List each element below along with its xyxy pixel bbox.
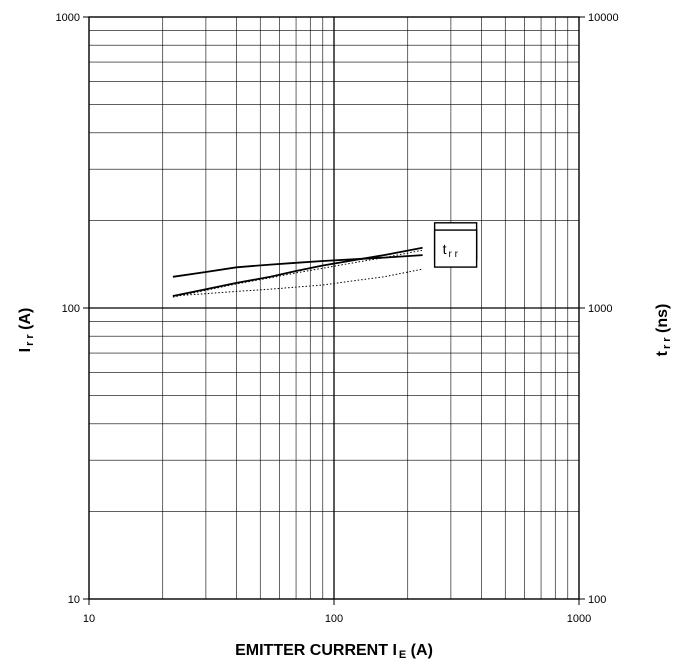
y-tick-label: 10 xyxy=(68,594,80,606)
x-tick-label: 1000 xyxy=(567,613,591,625)
x-tick-label: 10 xyxy=(83,613,95,625)
series-line-Irr xyxy=(172,246,423,297)
series-line-trr xyxy=(172,254,423,278)
y2-tick-label: 1000 xyxy=(588,303,612,315)
series-label-layer: Ir rtr r xyxy=(433,222,478,268)
series-line-trr-dotted xyxy=(172,268,423,297)
y-tick-label: 1000 xyxy=(56,12,80,24)
x-tick-label: 100 xyxy=(325,613,343,625)
tick-label-layer: 10 100 1000 100 1000 10000 10 100 1000 xyxy=(56,12,619,625)
y2-tick-label: 10000 xyxy=(588,12,619,24)
series-line-Irr-dotted xyxy=(172,249,423,298)
y-tick-label: 100 xyxy=(62,303,80,315)
series-label-box xyxy=(433,229,478,268)
y-axis-title: Ir r (A) xyxy=(17,308,36,353)
grid xyxy=(89,17,579,599)
series-layer xyxy=(172,246,423,298)
y2-tick-label: 100 xyxy=(588,594,606,606)
y2-axis-title: tr r (ns) xyxy=(654,304,673,357)
